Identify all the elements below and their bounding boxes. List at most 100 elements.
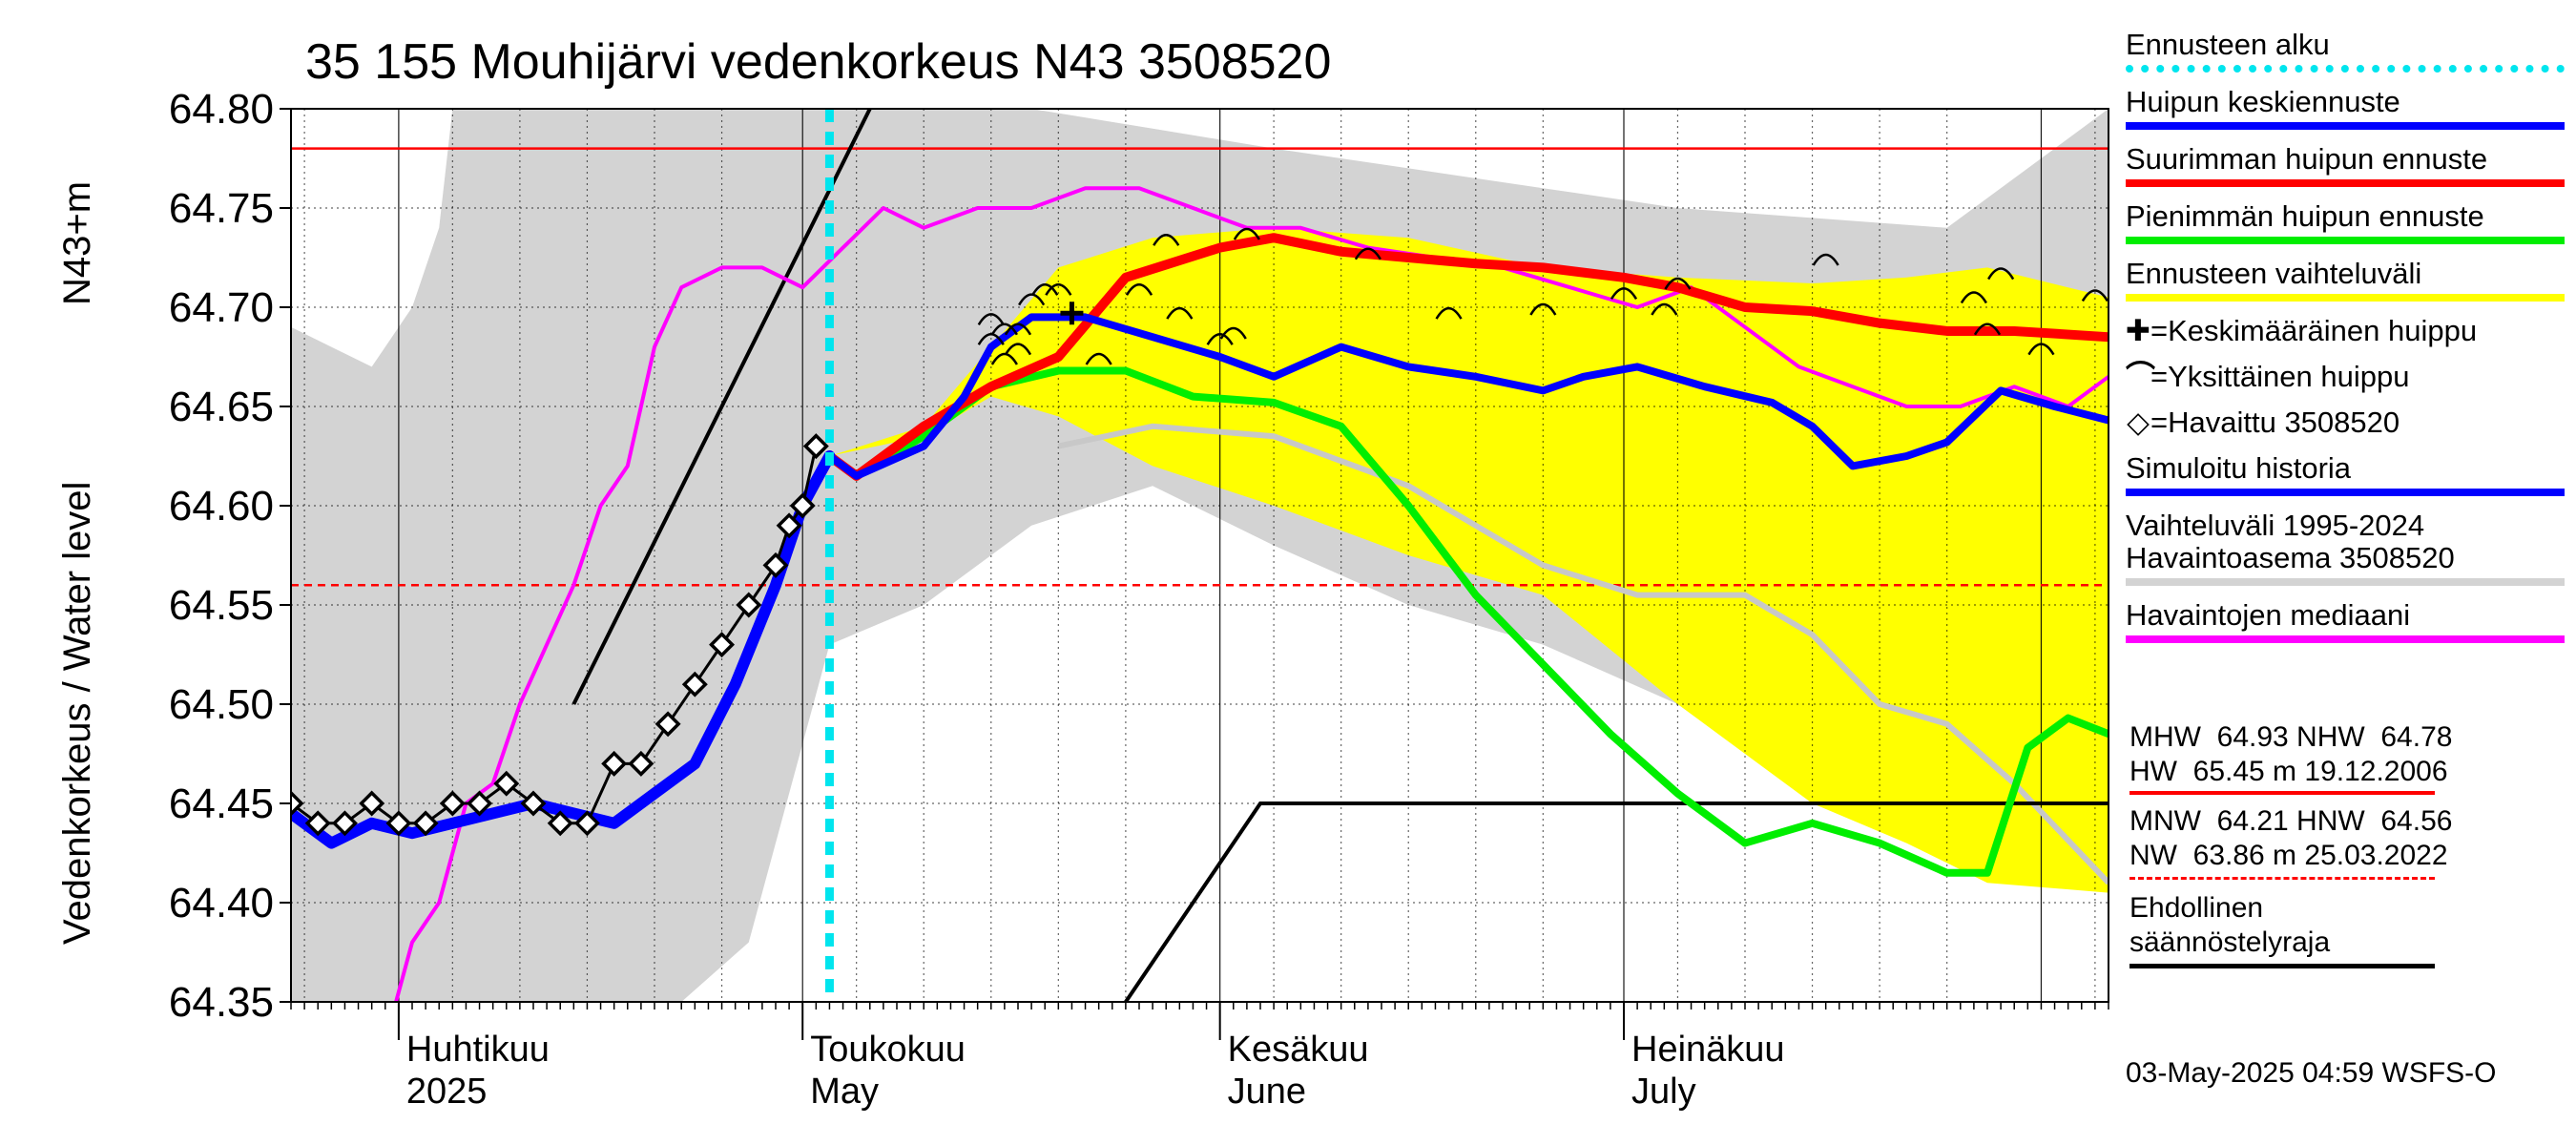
y-tick-label: 64.35 [169,979,274,1026]
legend-item-havaittu-3508520: ◇=Havaittu 3508520 [2126,406,2565,439]
legend-label: Simuloitu historia [2126,451,2352,485]
legend-item-huipun-keskiennuste: Huipun keskiennuste [2126,86,2565,130]
stat-line-2: HW 65.45 m 19.12.2006 [2129,756,2448,787]
x-month-label-en: 2025 [406,1072,488,1112]
individual-peak-marker [1125,282,1153,296]
legend-item-suurimman-huipun-ennuste: Suurimman huipun ennuste [2126,143,2565,187]
individual-peak-marker [1206,332,1234,345]
x-month-label-fi: Heinäkuu [1631,1030,1785,1070]
observed-point [467,790,493,817]
legend-arc-icon: ⌒ [2126,360,2155,393]
individual-peak-marker [1153,233,1180,246]
historical-median-line [1057,423,2109,885]
individual-peak-marker [1018,293,1046,306]
y-tick-label: 64.55 [169,582,274,629]
x-month-label-en: June [1228,1072,1306,1112]
y-tick-label: 64.60 [169,483,274,530]
observed-point [601,750,628,777]
observed-point [439,790,466,817]
legend-label: Vaihteluväli 1995-2024 [2126,509,2425,542]
individual-peak-marker [1664,277,1692,290]
individual-peak-marker [1987,267,2015,281]
observed-point [776,512,802,539]
individual-peak-marker [1529,302,1557,316]
observed-point [520,790,547,817]
series-huipun-keskiennuste [825,313,2109,480]
y-tick-label: 64.40 [169,880,274,926]
x-month-label-fi: Huhtikuu [406,1030,550,1070]
regulation-swatch [2129,964,2435,968]
legend-label: Havaintojen mediaani [2126,598,2411,632]
y-tick-label: 64.65 [169,384,274,430]
individual-peak-marker [1166,306,1194,320]
observed-point [547,810,573,837]
y-tick-label: 64.75 [169,185,274,232]
individual-peak-marker [1960,291,1987,304]
y-axis-label: Vedenkorkeus / Water level [56,482,98,945]
legend-label: Ennusteen vaihteluväli [2126,257,2422,290]
individual-peak-marker [1651,302,1678,316]
x-month-label-fi: Toukokuu [810,1030,966,1070]
legend-item-keskim-r-inen-huippu: ✚=Keskimääräinen huippu [2126,315,2565,347]
y-tick-label: 64.50 [169,681,274,728]
legend-label: Ennusteen alku [2126,28,2330,61]
individual-peak-marker [977,313,1005,326]
legend-diamond-icon: ◇ [2127,406,2150,439]
footer-timestamp: 03-May-2025 04:59 WSFS-O [2126,1057,2497,1089]
observed-point [573,810,600,837]
legend-plus-icon: ✚ [2126,314,2150,347]
legend-swatch [2126,237,2565,244]
individual-peak-marker [2027,343,2055,356]
axes: 64.80 64.75 64.70 64.65 64.60 64.55 64.50 64.45… [169,86,2109,1112]
y-axis-unit-label: N43+m [56,181,98,305]
legend-label: Pienimmän huipun ennuste [2126,199,2484,233]
legend-swatch [2126,294,2565,302]
regulation-label-2: säännöstelyraja [2129,926,2331,958]
y-tick-label: 64.80 [169,86,274,133]
observed-point [789,492,816,519]
individual-peak-marker [1085,352,1112,365]
individual-peak-marker [990,352,1018,365]
legend-item-havaintojen-mediaani: Havaintojen mediaani [2126,599,2565,643]
legend-label: Huipun keskiennuste [2126,85,2400,118]
stat-line-4: NW 63.86 m 25.03.2022 [2129,840,2448,871]
plot-area [291,109,2109,1002]
legend-label: Suurimman huipun ennuste [2126,142,2488,176]
individual-peak-marker [977,332,1005,345]
observed-point [331,810,358,837]
individual-peak-marker [1973,323,2002,336]
legend-swatch [2126,122,2565,130]
y-tick-label: 64.45 [169,781,274,827]
individual-peak-marker [1354,247,1381,260]
series-suurimman-huipun-ennuste [824,233,2109,481]
legend-item-pienimm-n-huipun-ennuste: Pienimmän huipun ennuste [2126,200,2565,244]
observed-point [304,810,331,837]
legend-label-2: Havaintoasema 3508520 [2126,541,2455,574]
individual-peak-marker [1031,282,1059,296]
individual-peak-marker [1233,227,1260,240]
stat-line-1: MHW 64.93 NHW 64.78 [2129,721,2453,753]
individual-peak-marker [1004,323,1032,336]
y-tick-label: 64.70 [169,284,274,331]
legend-label: =Keskimääräinen huippu [2150,314,2478,347]
observed-point [654,711,681,738]
x-month-label-fi: Kesäkuu [1228,1030,1369,1070]
individual-peak-marker [2081,289,2109,302]
observed-point [762,552,789,578]
regulation-label-1: Ehdollinen [2129,892,2264,924]
individual-peak-marker [1219,326,1247,340]
stats-block: MHW 64.93 NHW 64.78 HW 65.45 m 19.12.200… [2129,720,2452,968]
series-pienimm-n-huipun-ennuste [825,366,2109,877]
series-havaintojen-mediaani [393,186,2109,1002]
legend: Ennusteen alku Huipun keskiennuste Suurimm… [2126,29,2565,656]
stat-line-3: MNW 64.21 HNW 64.56 [2129,805,2453,837]
hnw-swatch [2129,877,2435,880]
legend-item-simuloitu-historia: Simuloitu historia [2126,452,2565,496]
plot-frame [290,108,2109,1003]
legend-swatch [2126,578,2565,586]
observed-point [385,810,412,837]
legend-swatch [2126,635,2565,643]
x-month-label-en: May [810,1072,879,1112]
legend-item-ennusteen-alku: Ennusteen alku [2126,29,2565,73]
